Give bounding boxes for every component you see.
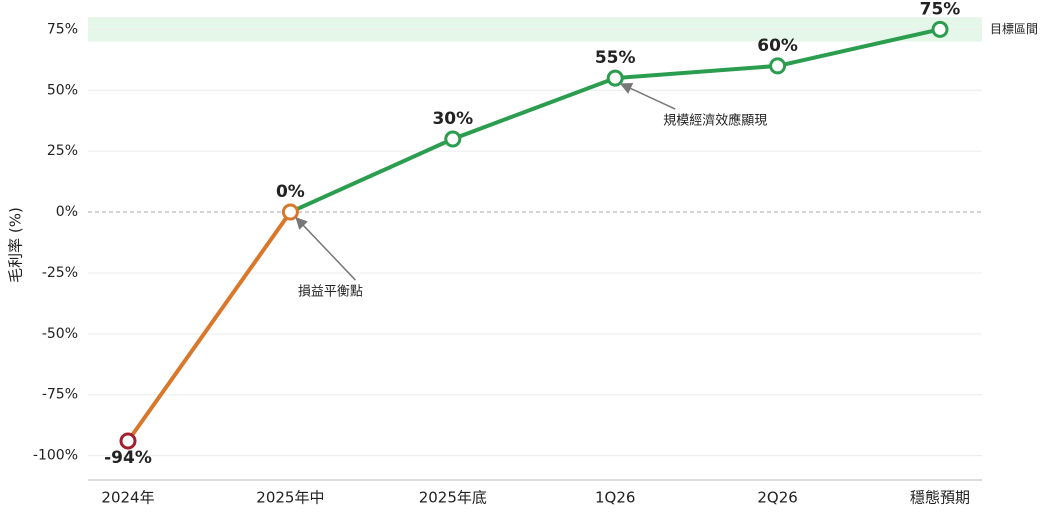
point [931,20,949,38]
point [606,69,624,87]
line-segment [613,63,780,81]
y-axis-label: 毛利率 (%) [7,207,25,283]
x-tick-label: 穩態預期 [910,489,970,507]
point [444,130,462,148]
annotation-arrow [619,83,676,110]
y-tick-label: 0% [56,204,78,220]
y-tick-label: -25% [42,265,78,281]
annotation-text: 規模經濟效應顯現 [663,113,767,129]
data-label: -94% [104,448,152,468]
x-tick-label: 2024年 [101,489,154,507]
data-label: 75% [920,0,961,19]
y-tick-label: -100% [33,448,78,464]
annotation-text: 損益平衡點 [298,285,363,300]
x-tick-label: 1Q26 [595,489,635,507]
line-segment [126,210,293,444]
line-segment [288,136,455,215]
point [769,57,787,75]
data-label: 60% [757,36,798,56]
x-tick-label: 2025年中 [256,489,324,507]
y-tick-label: 75% [47,21,78,37]
data-label: 30% [432,109,473,129]
point [119,432,137,450]
target-band-label: 目標區間 [990,22,1038,36]
line-segment [775,27,942,68]
line-segment [450,76,618,141]
x-tick-label: 2025年底 [419,489,487,507]
point [281,203,299,221]
data-label: 0% [276,182,305,202]
y-tick-label: -75% [42,387,78,403]
y-tick-label: -50% [42,326,78,342]
data-label: 55% [595,48,636,68]
y-tick-label: 25% [47,143,78,159]
y-tick-label: 50% [47,82,78,98]
x-tick-label: 2Q26 [757,489,797,507]
annotation-arrow [295,216,356,281]
